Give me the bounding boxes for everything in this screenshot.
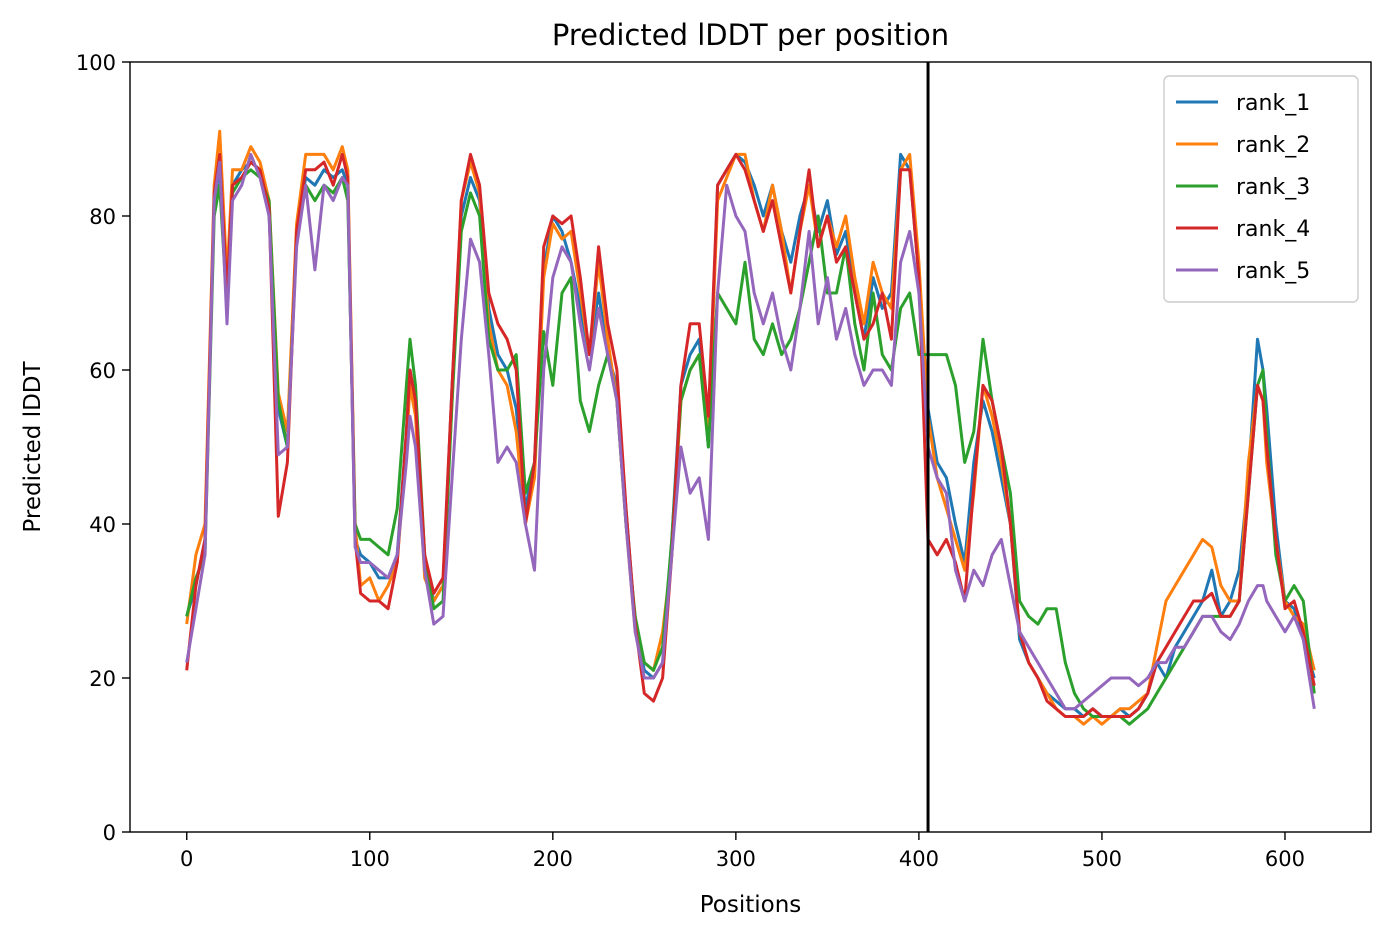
x-tick-label: 300: [716, 847, 756, 871]
series-layer: [185, 129, 1316, 726]
plot-frame: [129, 61, 1372, 833]
y-tick-label: 60: [89, 359, 116, 383]
chart-title: Predicted lDDT per position: [552, 18, 949, 52]
x-tick-label: 500: [1082, 847, 1122, 871]
x-axis-ticks: 0 100 200 300 400 500 600: [180, 832, 1305, 871]
legend-entry: rank_1: [1236, 91, 1310, 116]
legend: rank_1 rank_2 rank_3 rank_4 rank_5: [1163, 75, 1359, 303]
y-tick-label: 40: [89, 513, 116, 537]
series-line-rank-2: [185, 129, 1316, 726]
series-line-rank-5: [185, 152, 1316, 711]
legend-entry: rank_2: [1236, 133, 1310, 158]
legend-entry: rank_5: [1236, 259, 1310, 284]
x-tick-label: 100: [350, 847, 390, 871]
y-axis-ticks: 0 20 40 60 80 100: [76, 51, 130, 845]
y-tick-label: 0: [103, 821, 116, 845]
series-line-rank-4: [185, 152, 1316, 718]
x-tick-label: 400: [899, 847, 939, 871]
legend-box: [1163, 75, 1359, 303]
y-tick-label: 100: [76, 51, 116, 75]
series-line-rank-3: [185, 168, 1316, 726]
x-tick-label: 600: [1265, 847, 1305, 871]
y-tick-label: 20: [89, 667, 116, 691]
x-axis-label: Positions: [700, 892, 802, 918]
y-axis-label: Predicted lDDT: [20, 360, 46, 532]
x-tick-label: 200: [533, 847, 573, 871]
x-tick-label: 0: [180, 847, 193, 871]
legend-entry: rank_4: [1236, 217, 1310, 242]
y-tick-label: 80: [89, 205, 116, 229]
legend-entry: rank_3: [1236, 175, 1310, 200]
